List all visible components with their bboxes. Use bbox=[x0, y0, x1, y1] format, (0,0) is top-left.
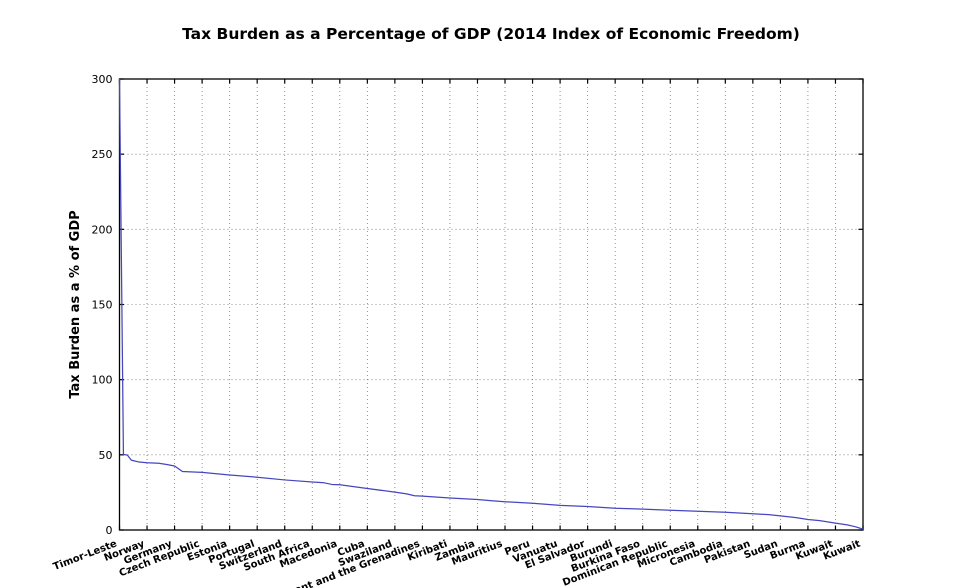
gridlines bbox=[119, 79, 864, 530]
y-tick-label: 150 bbox=[92, 299, 113, 312]
chart-title: Tax Burden as a Percentage of GDP (2014 … bbox=[182, 25, 800, 43]
y-tick-labels: 0 50 100 150 200 250 300 bbox=[92, 73, 113, 537]
data-line-tax-burden bbox=[118, 78, 864, 530]
y-tick-label: 200 bbox=[92, 223, 113, 236]
y-tick-label: 300 bbox=[92, 73, 113, 86]
y-axis-label: Tax Burden as a % of GDP bbox=[68, 210, 83, 398]
y-tick-label: 100 bbox=[92, 374, 113, 387]
axis-ticks bbox=[118, 78, 864, 531]
y-tick-label: 50 bbox=[99, 449, 113, 462]
y-tick-label: 250 bbox=[92, 148, 113, 161]
y-tick-label: 0 bbox=[106, 524, 113, 537]
plot-frame bbox=[118, 78, 864, 531]
